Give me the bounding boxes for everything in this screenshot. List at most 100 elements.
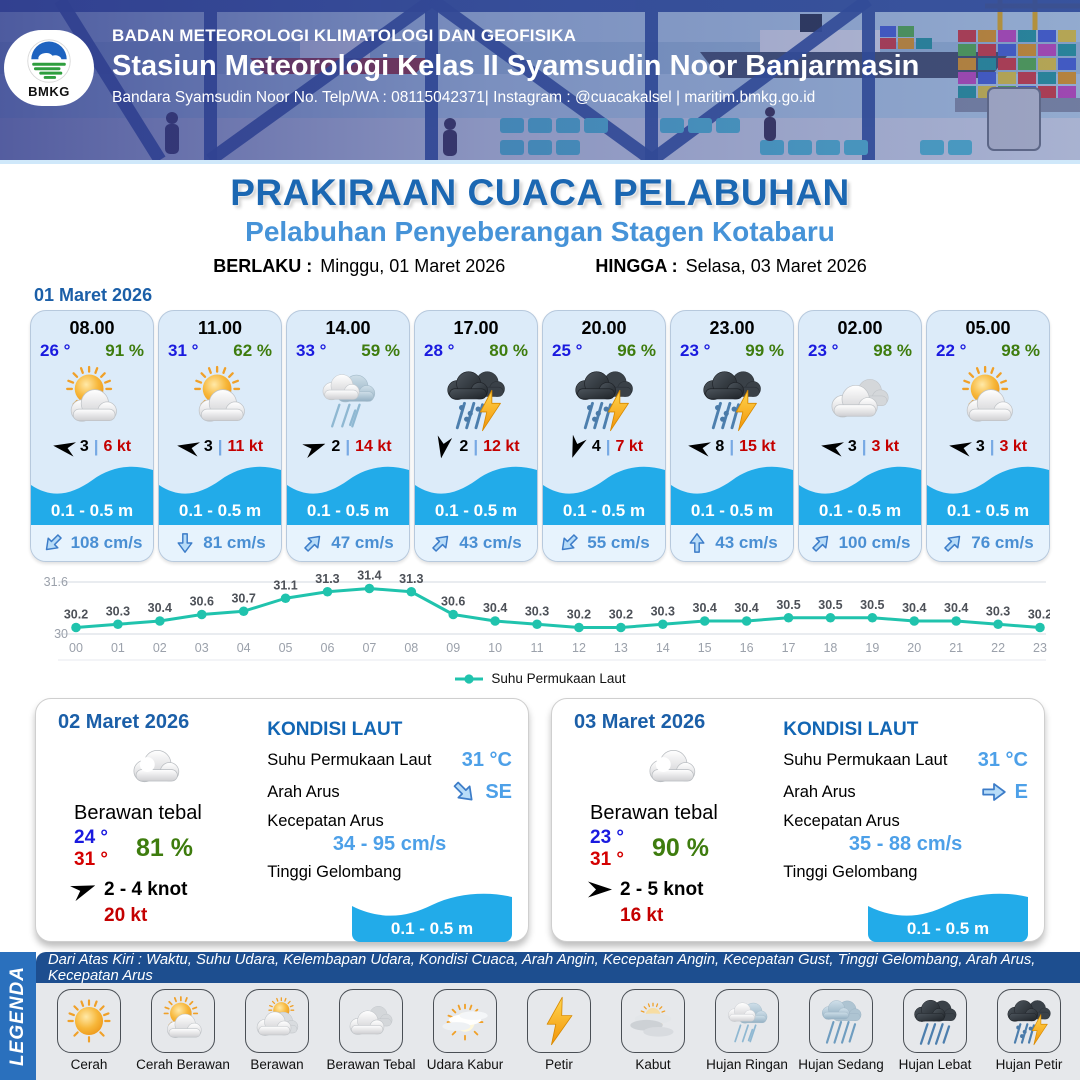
legend-icon-box bbox=[621, 989, 685, 1053]
sst-value-label: 30.2 bbox=[1028, 608, 1050, 622]
hour-tick-label: 15 bbox=[698, 641, 712, 655]
card-wind-row: 2 | 14 kt bbox=[287, 437, 409, 457]
weather-hujan-ringan-icon bbox=[720, 994, 774, 1048]
hour-tick-label: 18 bbox=[823, 641, 837, 655]
wave-height-value: 0.1 - 0.5 m bbox=[690, 501, 774, 520]
card-time: 05.00 bbox=[965, 318, 1011, 338]
wind-gust-separator: | bbox=[93, 437, 99, 456]
hour-tick-label: 05 bbox=[279, 641, 293, 655]
current-speed: 76 cm/s bbox=[971, 533, 1034, 552]
hourly-forecast-card: 05.00 22 ° 98 % 3 | 3 kt 0.1 - 0.5 m 76 … bbox=[926, 310, 1050, 562]
weather-hujan-sedang-icon bbox=[814, 994, 868, 1048]
wave-height-label: Tinggi Gelombang bbox=[783, 863, 918, 881]
hourly-forecast-card: 14.00 33 ° 59 % 2 | 14 kt 0.1 - 0.5 m 47… bbox=[286, 310, 410, 562]
sst-value-label: 30.3 bbox=[106, 604, 130, 618]
legend-note-bar: Dari Atas Kiri : Waktu, Suhu Udara, Kele… bbox=[36, 952, 1080, 984]
current-speed-label: Kecepatan Arus bbox=[783, 812, 900, 830]
card-humidity: 80 % bbox=[489, 341, 528, 360]
sst-chart: 31.6 30 30.2 00 30.3 01 30.4 02 30.6 03 30.7 04 31.1… bbox=[28, 568, 1053, 687]
hour-tick-label: 10 bbox=[488, 641, 502, 655]
sst-line bbox=[74, 587, 1042, 629]
wind-gust-separator: | bbox=[605, 437, 611, 456]
card-humidity: 99 % bbox=[745, 341, 784, 360]
sst-point bbox=[657, 619, 668, 630]
wind-speed: 4 bbox=[591, 438, 601, 455]
weather-cerah-berawan-icon bbox=[927, 363, 1049, 435]
current-direction-icon bbox=[426, 527, 457, 558]
daily-temp-min: 24 ° bbox=[74, 827, 109, 848]
wave-height-value: 0.1 - 0.5 m bbox=[906, 919, 990, 938]
wind-gust-separator: | bbox=[861, 437, 867, 456]
wind-gust-separator: | bbox=[989, 437, 995, 456]
card-humidity: 96 % bbox=[617, 341, 656, 360]
sst-value-label: 30.4 bbox=[902, 601, 926, 615]
hourly-forecast-card: 23.00 23 ° 99 % 8 | 15 kt 0.1 - 0.5 m 43… bbox=[670, 310, 794, 562]
wave-shape bbox=[287, 466, 409, 525]
card-current-row: 100 cm/s bbox=[799, 525, 921, 561]
wave-height-band: 0.1 - 0.5 m bbox=[671, 459, 793, 525]
current-direction-icon bbox=[298, 527, 329, 558]
sst-point bbox=[113, 619, 123, 630]
port-name: Pelabuhan Penyeberangan Stagen Kotabaru bbox=[245, 216, 835, 247]
wind-gust: 12 kt bbox=[483, 438, 520, 455]
forecast-date: 01 Maret 2026 bbox=[34, 285, 153, 305]
header-overlay bbox=[0, 0, 1080, 160]
legend-item: Hujan Lebat bbox=[888, 989, 982, 1072]
sst-value-label: 31.3 bbox=[315, 572, 339, 586]
legend-item: Petir bbox=[512, 989, 606, 1072]
hour-tick-label: 08 bbox=[404, 641, 418, 655]
wind-direction-icon bbox=[70, 878, 98, 902]
card-time: 11.00 bbox=[197, 318, 243, 338]
sst-value-label: 31.4 bbox=[357, 569, 381, 583]
card-time: 02.00 bbox=[837, 318, 883, 338]
hour-tick-label: 12 bbox=[572, 641, 586, 655]
wind-speed: 3 bbox=[847, 438, 857, 455]
current-speed: 43 cm/s bbox=[459, 533, 522, 552]
hour-tick-label: 06 bbox=[321, 641, 335, 655]
card-temperature: 31 ° bbox=[168, 341, 199, 360]
weather-cerah-berawan-icon bbox=[156, 994, 210, 1048]
legend-icon-box bbox=[903, 989, 967, 1053]
current-direction-icon bbox=[446, 774, 483, 811]
current-direction-icon bbox=[805, 527, 836, 558]
wave-height-band: 0.1 - 0.5 m bbox=[352, 888, 512, 942]
sst-point bbox=[196, 609, 207, 620]
legend-icon-box bbox=[339, 989, 403, 1053]
wind-direction-icon bbox=[588, 881, 612, 898]
card-humidity: 91 % bbox=[105, 341, 144, 360]
hour-tick-label: 22 bbox=[991, 641, 1005, 655]
weather-berawan-icon bbox=[250, 994, 304, 1048]
card-wind-row: 3 | 3 kt bbox=[927, 437, 1049, 457]
weather-berawan-tebal-icon bbox=[799, 363, 921, 435]
card-temperature: 26 ° bbox=[40, 341, 71, 360]
hourly-forecast-card: 02.00 23 ° 98 % 3 | 3 kt 0.1 - 0.5 m 100… bbox=[798, 310, 922, 562]
legend-item: Berawan bbox=[230, 989, 324, 1072]
sea-conditions: KONDISI LAUT Suhu Permukaan Laut 31 °C A… bbox=[253, 711, 512, 942]
wave-shape bbox=[543, 466, 665, 525]
daily-forecast-row: 02 Maret 2026 Berawan tebal 24 ° 31 ° 81… bbox=[35, 698, 1045, 942]
legend-item-label: Hujan Petir bbox=[995, 1057, 1063, 1072]
weather-udara-kabur-icon bbox=[438, 994, 492, 1048]
hour-tick-label: 01 bbox=[111, 641, 125, 655]
weather-berawan-tebal-icon bbox=[344, 994, 398, 1048]
card-time: 08.00 bbox=[69, 318, 115, 338]
daily-temp-max: 31 ° bbox=[74, 848, 109, 870]
weather-hujan-ringan-icon bbox=[287, 363, 409, 435]
hourly-forecast-card: 17.00 28 ° 80 % 2 | 12 kt 0.1 - 0.5 m 43… bbox=[414, 310, 538, 562]
valid-from-value: Minggu, 01 Maret 2026 bbox=[320, 256, 506, 276]
hour-tick-label: 00 bbox=[69, 641, 83, 655]
valid-until: HINGGA : Selasa, 03 Maret 2026 bbox=[595, 256, 866, 277]
wind-gust-separator: | bbox=[345, 437, 351, 456]
sst-point bbox=[490, 616, 500, 626]
wave-shape bbox=[799, 466, 921, 525]
weather-hujan-lebat-icon bbox=[908, 994, 962, 1048]
legend-item: Hujan Petir bbox=[982, 989, 1076, 1072]
weather-berawan-tebal-icon bbox=[114, 736, 198, 798]
legend-icon-box bbox=[809, 989, 873, 1053]
daily-gust: 16 kt bbox=[620, 904, 664, 926]
card-current-row: 43 cm/s bbox=[671, 525, 793, 561]
current-direction-icon bbox=[981, 779, 1007, 805]
legend-icon-box bbox=[151, 989, 215, 1053]
current-direction-label: Arah Arus bbox=[267, 782, 340, 801]
bmkg-logo-text: BMKG bbox=[28, 83, 70, 99]
